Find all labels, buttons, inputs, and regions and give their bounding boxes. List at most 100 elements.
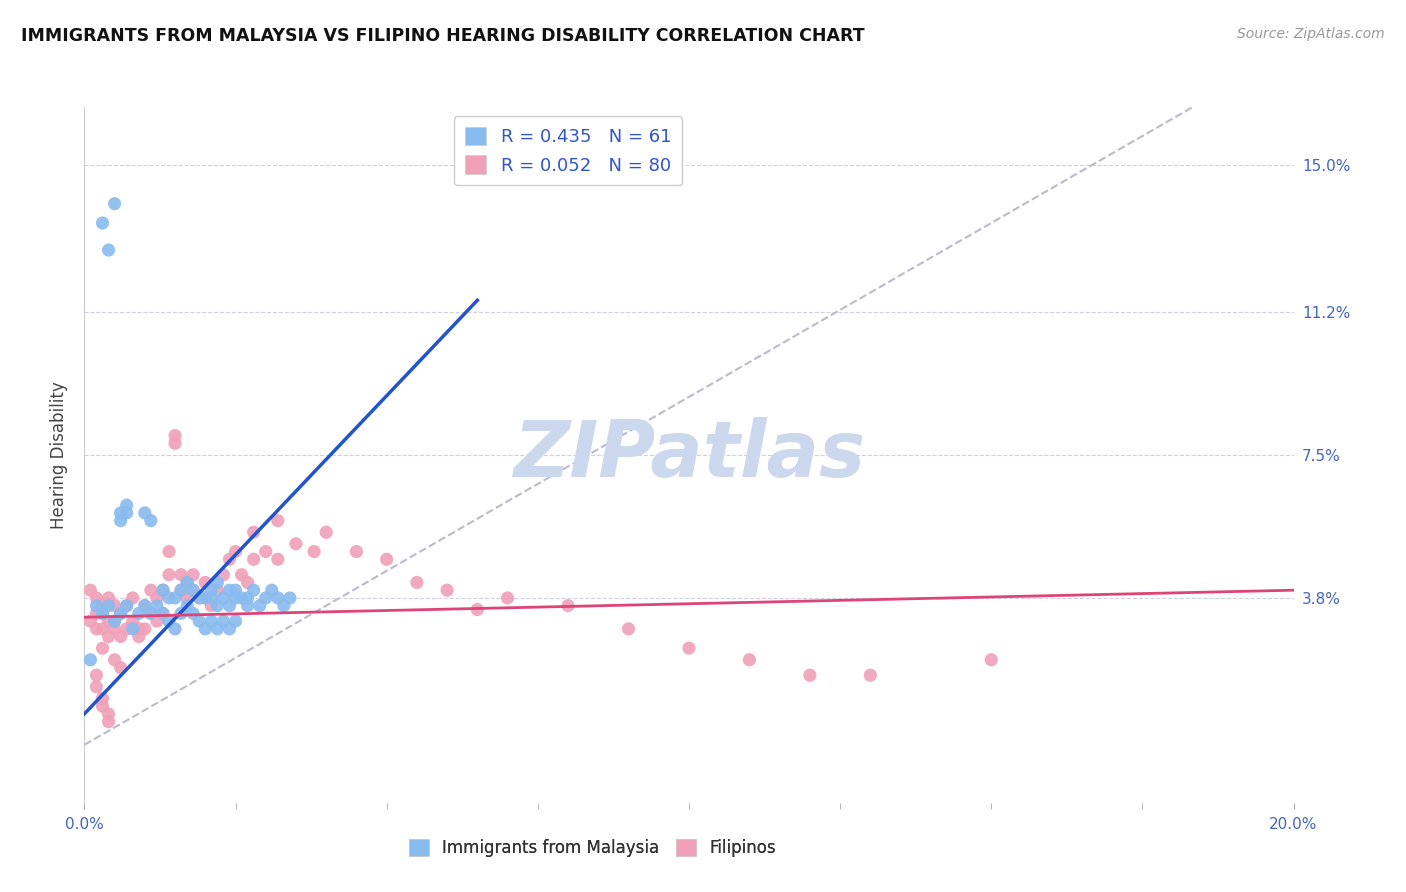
Point <box>139 607 162 621</box>
Point <box>134 599 156 613</box>
Point <box>91 216 114 230</box>
Point <box>86 607 108 621</box>
Point <box>91 641 114 656</box>
Point <box>225 583 247 598</box>
Point <box>115 599 138 613</box>
Point <box>207 622 229 636</box>
Point <box>97 591 120 605</box>
Point <box>278 591 301 605</box>
Point <box>617 622 640 636</box>
Point <box>128 622 150 636</box>
Point <box>557 599 579 613</box>
Point <box>152 583 174 598</box>
Point <box>165 591 187 605</box>
Point <box>181 567 204 582</box>
Point <box>188 591 211 605</box>
Point <box>146 614 169 628</box>
Point <box>181 607 204 621</box>
Text: IMMIGRANTS FROM MALAYSIA VS FILIPINO HEARING DISABILITY CORRELATION CHART: IMMIGRANTS FROM MALAYSIA VS FILIPINO HEA… <box>21 27 865 45</box>
Point <box>91 607 114 621</box>
Point <box>97 614 120 628</box>
Point <box>194 591 217 605</box>
Point <box>152 583 174 598</box>
Point <box>188 614 211 628</box>
Point <box>225 591 247 605</box>
Point <box>157 614 180 628</box>
Point <box>346 544 368 558</box>
Point <box>121 591 143 605</box>
Point <box>406 575 429 590</box>
Point <box>236 599 259 613</box>
Point <box>231 567 253 582</box>
Point <box>285 537 308 551</box>
Point <box>194 575 217 590</box>
Point <box>236 591 259 605</box>
Point <box>436 583 458 598</box>
Text: ZIPatlas: ZIPatlas <box>513 417 865 493</box>
Point <box>110 607 132 621</box>
Y-axis label: Hearing Disability: Hearing Disability <box>49 381 67 529</box>
Point <box>170 583 193 598</box>
Point <box>194 591 217 605</box>
Point <box>128 630 150 644</box>
Point <box>212 614 235 628</box>
Point <box>181 583 204 598</box>
Point <box>157 544 180 558</box>
Point <box>260 583 283 598</box>
Point <box>115 498 138 512</box>
Point <box>165 436 187 450</box>
Point <box>86 622 108 636</box>
Point <box>200 599 222 613</box>
Point <box>242 552 264 566</box>
Point <box>139 607 162 621</box>
Point <box>738 653 761 667</box>
Point <box>146 591 169 605</box>
Point <box>79 583 101 598</box>
Point <box>254 591 277 605</box>
Point <box>97 243 120 257</box>
Point <box>86 591 108 605</box>
Point <box>218 552 240 566</box>
Point <box>110 514 132 528</box>
Point <box>104 622 127 636</box>
Point <box>249 599 271 613</box>
Point <box>315 525 337 540</box>
Point <box>91 607 114 621</box>
Point <box>115 506 138 520</box>
Point <box>231 591 253 605</box>
Point <box>79 653 101 667</box>
Point <box>115 599 138 613</box>
Point <box>97 706 120 721</box>
Point <box>86 599 108 613</box>
Point <box>302 544 325 558</box>
Point <box>157 591 180 605</box>
Point <box>496 591 519 605</box>
Point <box>212 591 235 605</box>
Point <box>267 514 290 528</box>
Point <box>152 607 174 621</box>
Point <box>104 196 127 211</box>
Point <box>104 599 127 613</box>
Point <box>134 599 156 613</box>
Point <box>91 622 114 636</box>
Point <box>236 575 259 590</box>
Point <box>91 699 114 714</box>
Point <box>97 714 120 729</box>
Point <box>170 607 193 621</box>
Point <box>146 599 169 613</box>
Point <box>176 575 198 590</box>
Point <box>139 583 162 598</box>
Point <box>134 622 156 636</box>
Point <box>121 622 143 636</box>
Point <box>97 599 120 613</box>
Point <box>79 614 101 628</box>
Point <box>97 630 120 644</box>
Point <box>170 567 193 582</box>
Point <box>110 660 132 674</box>
Point <box>139 514 162 528</box>
Point <box>678 641 700 656</box>
Point <box>157 567 180 582</box>
Point <box>165 428 187 442</box>
Point <box>218 622 240 636</box>
Point <box>267 591 290 605</box>
